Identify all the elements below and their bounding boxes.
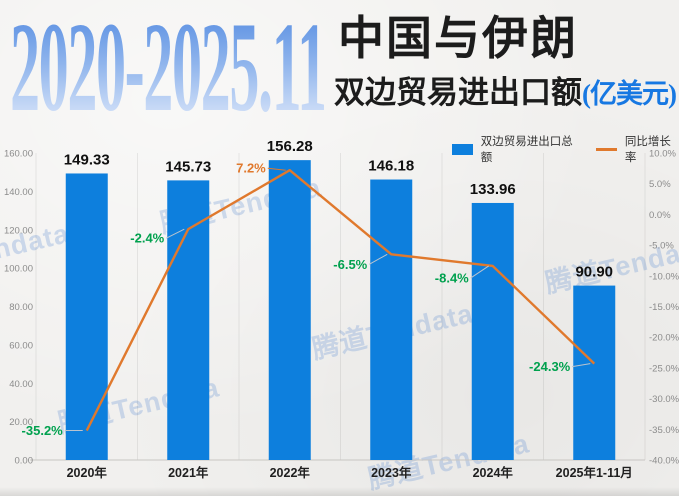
title-period: 2020-2025.11	[10, 0, 327, 138]
growth-rate-label: -24.3%	[529, 359, 571, 374]
label-connector	[166, 228, 185, 239]
bar-value-label: 156.28	[267, 138, 313, 155]
left-axis-tick: 40.00	[9, 379, 33, 390]
left-axis-tick: 0.00	[15, 456, 34, 467]
right-axis-tick: -5.0%	[649, 241, 674, 252]
growth-rate-label: -6.5%	[333, 257, 367, 272]
right-axis-tick: -15.0%	[649, 302, 679, 313]
bar-2021年	[167, 180, 210, 461]
right-axis-tick: -10.0%	[649, 271, 679, 282]
bar-value-label: 146.18	[368, 158, 414, 175]
bar-value-label: 149.33	[64, 151, 110, 168]
label-connector	[369, 253, 388, 265]
legend-line-label: 同比增长率	[624, 136, 671, 164]
right-axis-tick: -40.0%	[649, 456, 679, 467]
page-title-line2-text: 双边贸易进出口额	[334, 75, 582, 110]
left-axis-tick: 60.00	[9, 340, 33, 351]
growth-line	[85, 168, 596, 432]
left-axis-tick: 20.00	[9, 417, 33, 428]
bar-2023年	[370, 179, 413, 460]
x-axis-label: 2020年	[67, 465, 108, 480]
left-axis-tick: 160.00	[4, 149, 33, 160]
page-title-unit: (亿美元)	[582, 79, 677, 109]
label-connector	[267, 167, 286, 171]
right-axis-tick: 10.0%	[649, 149, 676, 160]
right-axis-tick: -30.0%	[649, 394, 679, 405]
bar-value-label: 133.96	[470, 181, 516, 198]
left-axis-tick: 100.00	[4, 264, 33, 275]
right-axis-tick: 0.0%	[649, 210, 671, 221]
legend-line-swatch	[596, 147, 617, 151]
growth-rate-label: -8.4%	[435, 270, 469, 285]
left-axis-tick: 80.00	[9, 302, 33, 313]
bar-2025年1-11月	[573, 285, 616, 460]
bar-2022年	[268, 160, 311, 460]
legend-bar-label: 双边贸易进出口总额	[480, 136, 573, 164]
label-connector	[470, 265, 490, 279]
page-title-line2: 双边贸易进出口额(亿美元)	[334, 75, 677, 111]
left-axis-tick: 120.00	[4, 225, 33, 236]
right-axis-tick: -20.0%	[649, 333, 679, 344]
right-axis-tick: 5.0%	[649, 179, 671, 190]
legend: 双边贸易进出口总额 同比增长率	[452, 133, 679, 165]
bar-value-label: 145.73	[165, 158, 211, 175]
page-title-line1: 中国与伊朗	[338, 13, 578, 64]
x-axis-label: 2024年	[473, 465, 514, 480]
growth-rate-label: -2.4%	[130, 231, 164, 246]
growth-rate-label: -35.2%	[22, 423, 64, 438]
x-axis-label: 2022年	[270, 465, 311, 480]
x-axis-label: 2023年	[371, 465, 412, 480]
right-axis-tick: -25.0%	[649, 363, 679, 374]
right-axis-tick: -35.0%	[649, 425, 679, 436]
x-axis-label: 2021年	[168, 465, 209, 480]
bar-2024年	[471, 202, 514, 461]
bar-2020年	[65, 173, 108, 460]
legend-bar-swatch	[452, 143, 473, 155]
x-axis-label: 2025年1-11月	[556, 465, 633, 480]
bar-value-label: 90.90	[575, 264, 613, 281]
left-axis-tick: 140.00	[4, 187, 33, 198]
label-connector	[572, 363, 591, 368]
growth-rate-label: 7.2%	[236, 161, 266, 176]
